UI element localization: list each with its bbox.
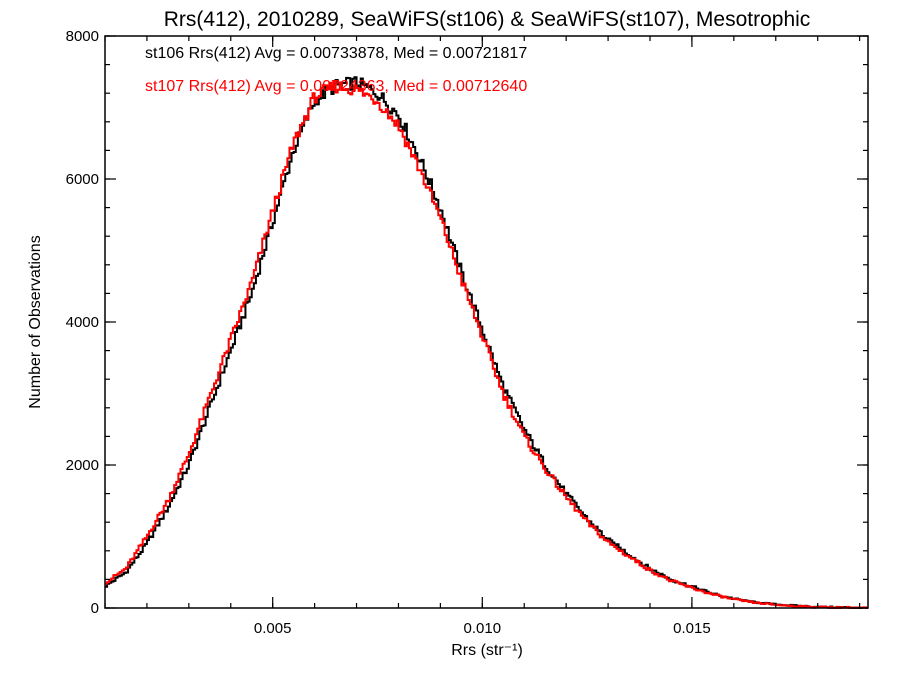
y-tick-label: 0 — [91, 600, 99, 617]
y-tick-label: 2000 — [66, 457, 99, 474]
y-tick-label: 6000 — [66, 171, 99, 188]
plot-frame — [104, 35, 869, 609]
chart-title: Rrs(412), 2010289, SeaWiFS(st106) & SeaW… — [164, 8, 811, 31]
st106-stats-annotation: st106 Rrs(412) Avg = 0.00733878, Med = 0… — [145, 45, 527, 62]
x-axis-label: Rrs (str⁻¹) — [451, 642, 523, 659]
y-tick-label: 4000 — [66, 314, 99, 331]
st107-stats-annotation: st107 Rrs(412) Avg = 0.00724363, Med = 0… — [145, 78, 527, 95]
x-tick-label: 0.005 — [254, 620, 292, 637]
series-layer — [105, 76, 868, 609]
plot-area: 0.005 0.010 0.015 0 2000 4000 6000 8000 — [66, 28, 869, 637]
y-tick-label: 8000 — [66, 28, 99, 45]
x-tick-label: 0.010 — [464, 620, 502, 637]
series-line-st107 — [105, 80, 868, 609]
x-tick-label: 0.015 — [673, 620, 711, 637]
ticks-layer: 0.005 0.010 0.015 0 2000 4000 6000 8000 — [66, 28, 868, 637]
y-axis-label: Number of Observations — [27, 235, 44, 408]
